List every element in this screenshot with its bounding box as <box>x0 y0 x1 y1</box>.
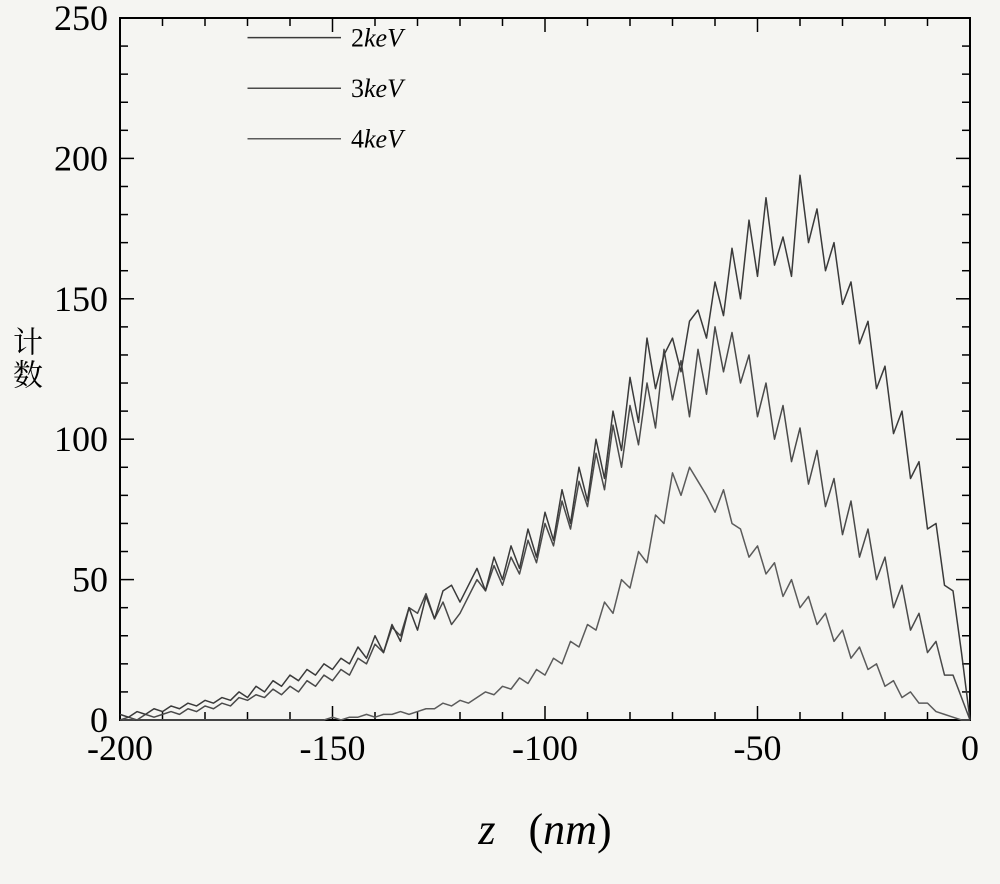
x-axis-label: z (nm) <box>477 805 611 854</box>
legend-label: 4keV <box>351 125 406 154</box>
chart-svg: -200-150-100-5000501001502002502keV3keV4… <box>0 0 1000 884</box>
y-tick-label: 50 <box>72 560 108 600</box>
x-tick-label: -150 <box>300 728 366 768</box>
y-tick-label: 0 <box>90 700 108 740</box>
x-tick-label: 0 <box>961 728 979 768</box>
x-tick-label: -50 <box>734 728 782 768</box>
y-tick-label: 200 <box>54 138 108 178</box>
x-tick-label: -100 <box>512 728 578 768</box>
legend-label: 3keV <box>351 74 406 103</box>
y-tick-label: 150 <box>54 279 108 319</box>
y-tick-label: 250 <box>54 0 108 38</box>
chart-container: -200-150-100-5000501001502002502keV3keV4… <box>0 0 1000 884</box>
y-axis-label: 数 <box>13 351 43 395</box>
y-tick-label: 100 <box>54 419 108 459</box>
legend-label: 2keV <box>351 24 406 53</box>
